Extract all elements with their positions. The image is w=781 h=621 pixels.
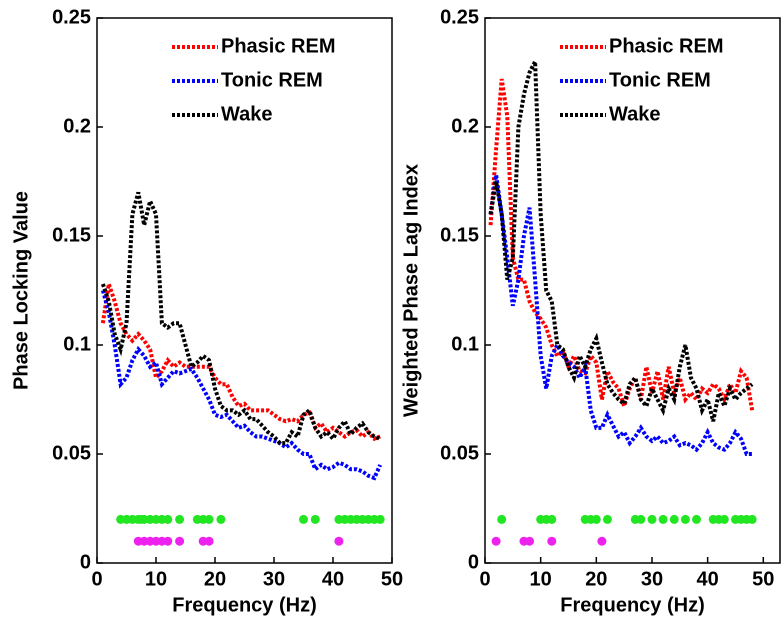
significance-dot — [692, 514, 702, 524]
y-tick-label: 0.2 — [63, 115, 91, 137]
data-line — [488, 53, 754, 422]
x-tick-label: 40 — [322, 568, 344, 590]
x-tick-label: 0 — [479, 568, 490, 590]
plot-frame — [96, 17, 393, 564]
y-tick-label: 0 — [468, 551, 479, 573]
plot-frame — [484, 17, 781, 564]
x-tick-label: 10 — [530, 568, 552, 590]
significance-dot — [204, 536, 214, 546]
legend-label: Tonic REM — [221, 69, 323, 91]
data-line — [100, 289, 383, 481]
significance-dot — [299, 514, 308, 524]
significance-dot — [591, 514, 601, 524]
y-tick-label: 0.15 — [52, 224, 91, 246]
x-tick-label: 10 — [145, 568, 167, 590]
significance-dot — [747, 514, 757, 524]
y-tick-label: 0.05 — [440, 442, 479, 464]
legend-label: Wake — [221, 103, 273, 125]
significance-dot — [163, 514, 173, 524]
significance-dot — [719, 514, 729, 524]
y-tick-label: 0.25 — [52, 6, 91, 28]
x-tick-label: 20 — [585, 568, 607, 590]
y-tick-label: 0 — [80, 551, 91, 573]
x-axis-label: Frequency (Hz) — [172, 594, 316, 616]
significance-dot — [602, 514, 612, 524]
significance-dot — [175, 536, 185, 546]
significance-dot — [375, 514, 385, 524]
x-tick-label: 20 — [204, 568, 226, 590]
significance-dot — [636, 514, 646, 524]
y-tick-label: 0.1 — [451, 333, 479, 355]
x-tick-label: 0 — [91, 568, 102, 590]
y-tick-label: 0.2 — [451, 115, 479, 137]
significance-dot — [647, 514, 657, 524]
significance-dot — [597, 536, 607, 546]
x-tick-label: 40 — [697, 568, 719, 590]
significance-dot — [658, 514, 668, 524]
x-tick-label: 30 — [641, 568, 663, 590]
significance-dot — [204, 514, 214, 524]
significance-dot — [669, 514, 679, 524]
significance-dot — [525, 536, 535, 546]
significance-dot — [175, 514, 185, 524]
legend-label: Tonic REM — [609, 69, 711, 91]
significance-dot — [547, 536, 557, 546]
x-tick-label: 50 — [381, 568, 403, 590]
y-tick-label: 0.1 — [63, 333, 91, 355]
significance-dot — [163, 536, 173, 546]
y-axis-label: Phase Locking Value — [10, 191, 32, 390]
legend-label: Phasic REM — [609, 35, 723, 57]
y-axis-label: Weighted Phase Lag Index — [400, 164, 422, 417]
y-tick-label: 0.25 — [440, 6, 479, 28]
data-line — [101, 191, 381, 446]
legend-label: Phasic REM — [221, 35, 335, 57]
x-tick-label: 50 — [752, 568, 774, 590]
y-tick-label: 0.05 — [52, 442, 91, 464]
data-line — [488, 78, 755, 413]
significance-dot — [547, 514, 557, 524]
significance-dot — [680, 514, 690, 524]
data-line — [100, 283, 381, 442]
data-line — [488, 174, 753, 456]
x-axis-label: Frequency (Hz) — [560, 594, 704, 616]
significance-dot — [497, 514, 507, 524]
significance-dot — [310, 514, 320, 524]
significance-dot — [334, 536, 344, 546]
x-tick-label: 30 — [263, 568, 285, 590]
y-tick-label: 0.15 — [440, 224, 479, 246]
significance-dot — [491, 536, 501, 546]
significance-dot — [216, 514, 226, 524]
legend-label: Wake — [609, 103, 661, 125]
